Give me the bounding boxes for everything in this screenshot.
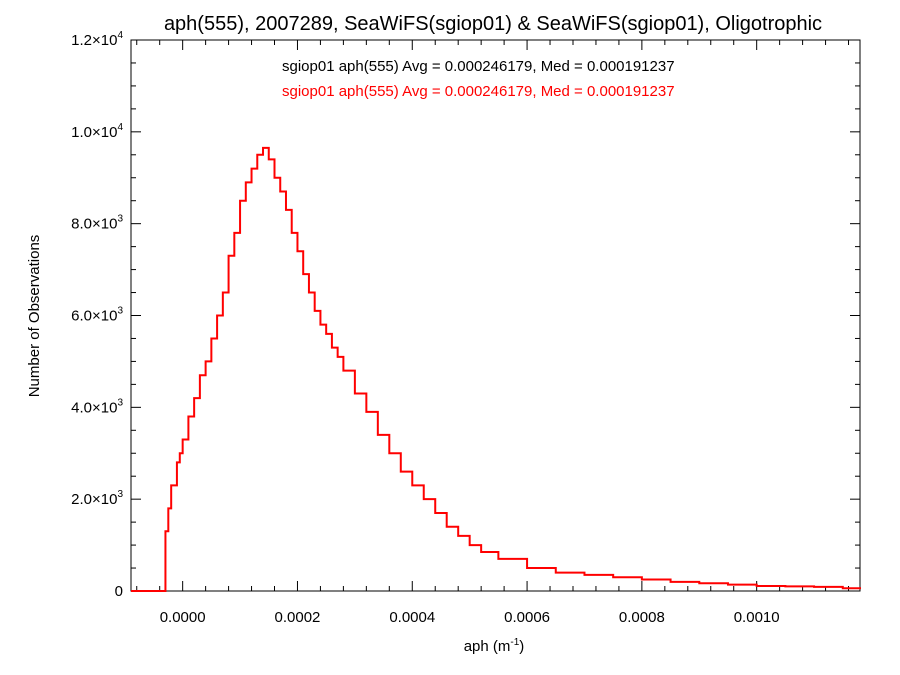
plot-frame	[130, 39, 861, 592]
y-tick-label: 1.0×104	[71, 122, 123, 141]
y-tick-label: 8.0×103	[71, 214, 123, 233]
x-axis-label-main: aph (m	[464, 638, 511, 655]
y-tick-exponent: 4	[117, 122, 123, 133]
y-tick-labels: 02.0×1034.0×1036.0×1038.0×1031.0×1041.2×…	[71, 30, 123, 600]
x-tick-label: 0.0000	[160, 609, 206, 626]
y-tick-mantissa: 0	[115, 583, 123, 600]
y-tick-mantissa: 2.0×10	[71, 491, 117, 508]
legend-entry-black: sgiop01 aph(555) Avg = 0.000246179, Med …	[282, 58, 675, 75]
y-tick-exponent: 4	[117, 30, 123, 41]
y-tick-label: 2.0×103	[71, 489, 123, 508]
y-tick-exponent: 3	[117, 397, 123, 408]
x-axis-label-sup: -1	[510, 637, 519, 648]
x-tick-labels: 0.0000 0.0002 0.0004 0.0006 0.0008 0.0010	[160, 609, 780, 626]
y-tick-mantissa: 1.0×10	[71, 124, 117, 141]
x-tick-label: 0.0002	[275, 609, 321, 626]
chart-title: aph(555), 2007289, SeaWiFS(sgiop01) & Se…	[164, 13, 822, 35]
y-tick-label: 1.2×104	[71, 30, 123, 49]
axis-ticks	[131, 39, 860, 592]
y-tick-mantissa: 4.0×10	[71, 399, 117, 416]
y-tick-label: 6.0×103	[71, 306, 123, 325]
histogram-series-line	[131, 146, 861, 592]
y-tick-exponent: 3	[117, 306, 123, 317]
x-tick-label: 0.0010	[734, 609, 780, 626]
y-tick-exponent: 3	[117, 214, 123, 225]
y-tick-label: 4.0×103	[71, 397, 123, 416]
legend-entry-red: sgiop01 aph(555) Avg = 0.000246179, Med …	[282, 83, 675, 100]
y-tick-mantissa: 1.2×10	[71, 32, 117, 49]
y-tick-label: 0	[115, 583, 123, 600]
x-tick-label: 0.0006	[504, 609, 550, 626]
y-tick-mantissa: 6.0×10	[71, 308, 117, 325]
y-tick-exponent: 3	[117, 489, 123, 500]
y-tick-mantissa: 8.0×10	[71, 216, 117, 233]
x-axis-label: aph (m-1)	[464, 637, 525, 655]
x-tick-label: 0.0008	[619, 609, 665, 626]
x-tick-label: 0.0004	[389, 609, 435, 626]
y-axis-label: Number of Observations	[26, 235, 43, 398]
x-axis-label-end: )	[519, 638, 524, 655]
